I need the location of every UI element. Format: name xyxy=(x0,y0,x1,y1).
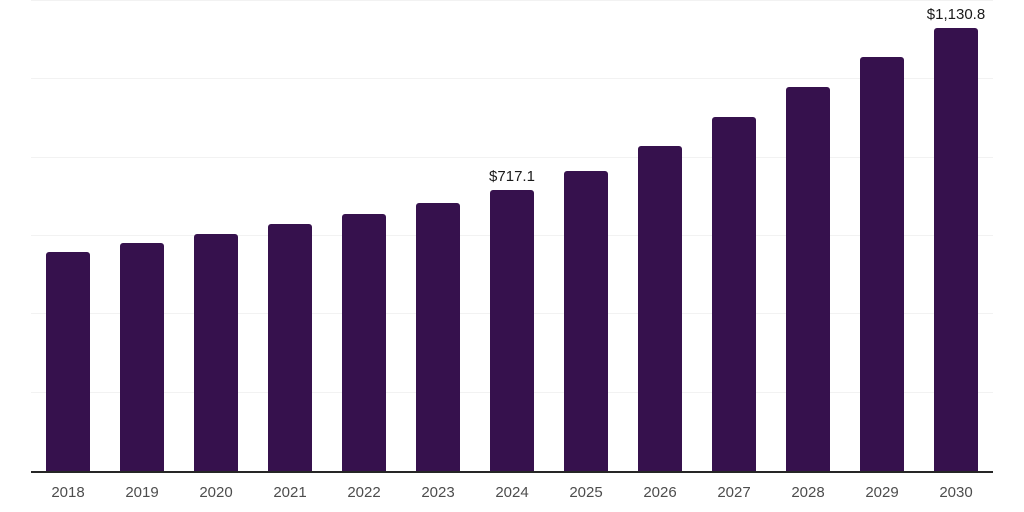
x-tick-2023: 2023 xyxy=(421,484,455,501)
bar-group-2021 xyxy=(253,1,327,471)
bar-group-2026 xyxy=(623,1,697,471)
x-tick-2018: 2018 xyxy=(51,484,85,501)
bar-2022 xyxy=(342,214,386,471)
bar-2023 xyxy=(416,203,460,471)
bar-group-2019 xyxy=(105,1,179,471)
bar-group-2029 xyxy=(845,1,919,471)
x-tick-2028: 2028 xyxy=(791,484,825,501)
bar-group-2027 xyxy=(697,1,771,471)
bar-series: $717.1 $1,130.8 xyxy=(31,1,993,471)
x-tick-2026: 2026 xyxy=(643,484,677,501)
bar-group-2028 xyxy=(771,1,845,471)
x-tick-2020: 2020 xyxy=(199,484,233,501)
bar-group-2025 xyxy=(549,1,623,471)
bar-2021 xyxy=(268,224,312,471)
bar-group-2023 xyxy=(401,1,475,471)
x-tick-2019: 2019 xyxy=(125,484,159,501)
x-tick-2027: 2027 xyxy=(717,484,751,501)
bar-group-2020 xyxy=(179,1,253,471)
x-tick-2022: 2022 xyxy=(347,484,381,501)
x-tick-2030: 2030 xyxy=(939,484,973,501)
x-tick-2021: 2021 xyxy=(273,484,307,501)
bar-2019 xyxy=(120,243,164,471)
gridline-800 xyxy=(31,156,993,158)
bar-2024 xyxy=(490,190,534,471)
plot-area: $717.1 $1,130.8 xyxy=(31,0,993,473)
bar-value-label-2024: $717.1 xyxy=(489,168,535,186)
x-tick-2029: 2029 xyxy=(865,484,899,501)
x-tick-2025: 2025 xyxy=(569,484,603,501)
bar-group-2030: $1,130.8 xyxy=(919,1,993,471)
bar-2025 xyxy=(564,171,608,471)
gridline-1200 xyxy=(31,0,993,1)
bar-value-label-2030: $1,130.8 xyxy=(926,6,986,24)
x-tick-2024: 2024 xyxy=(495,484,529,501)
bar-2030 xyxy=(934,28,978,471)
bar-2018 xyxy=(46,252,90,471)
bar-2029 xyxy=(860,57,904,471)
bar-group-2018 xyxy=(31,1,105,471)
gridline-1000 xyxy=(31,78,993,80)
bar-2027 xyxy=(712,117,756,471)
bar-group-2024: $717.1 xyxy=(475,1,549,471)
bar-group-2022 xyxy=(327,1,401,471)
bar-2020 xyxy=(194,234,238,471)
bar-2028 xyxy=(786,86,830,471)
bar-2026 xyxy=(638,145,682,471)
x-axis-labels: 2018 2019 2020 2021 2022 2023 2024 2025 2026 2027… xyxy=(31,473,993,501)
